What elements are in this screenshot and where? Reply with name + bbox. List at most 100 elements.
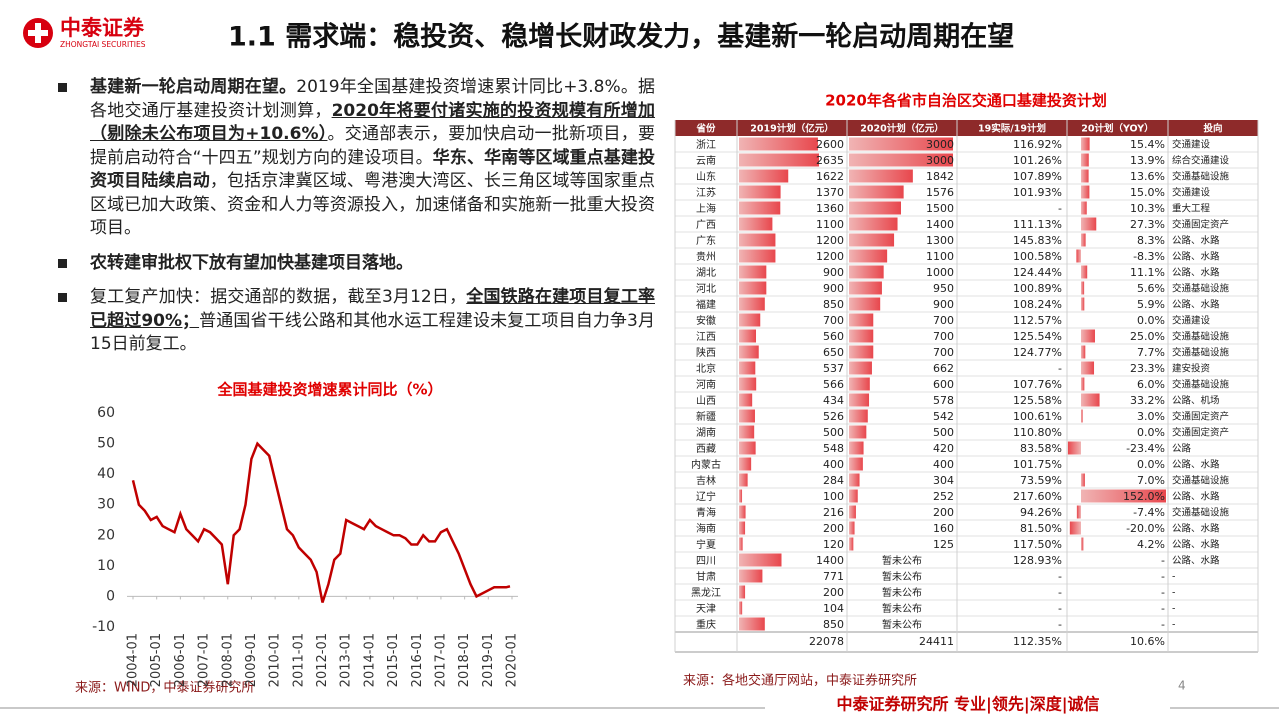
bar — [739, 601, 743, 615]
cell: 216 — [823, 506, 844, 519]
x-tick-label: 2006-01 — [173, 633, 188, 687]
bar — [739, 345, 759, 359]
cell: 交通固定资产 — [1172, 411, 1229, 423]
cell: 900 — [823, 266, 844, 279]
bar — [1081, 233, 1086, 247]
bar — [1081, 185, 1090, 199]
bar — [1081, 217, 1097, 231]
cell: 116.92% — [1013, 138, 1062, 151]
bar — [1081, 361, 1095, 375]
cell: 暂未公布 — [882, 603, 922, 615]
bar — [739, 201, 781, 215]
x-tick-label: 2009-01 — [244, 633, 259, 687]
bar — [849, 537, 854, 551]
bar — [849, 233, 895, 247]
cell: - — [1161, 554, 1165, 567]
header-cell: 19实际/19计划 — [978, 123, 1046, 135]
cell: 内蒙古 — [691, 458, 721, 471]
x-tick-label: 2010-01 — [268, 633, 283, 687]
table-header — [675, 120, 1258, 136]
header-cell: 投向 — [1203, 123, 1222, 135]
cell: 暂未公布 — [882, 571, 922, 583]
header-cell: 省份 — [695, 123, 716, 135]
bar — [1081, 297, 1085, 311]
bar — [849, 409, 868, 423]
cell: 暂未公布 — [882, 587, 922, 599]
cell: 100.61% — [1013, 410, 1062, 423]
cell: 1842 — [926, 170, 954, 183]
bar — [1081, 137, 1090, 151]
bar — [1076, 249, 1081, 263]
cell: 交通基础设施 — [1172, 331, 1230, 343]
logo-icon — [35, 23, 41, 43]
cell: 江苏 — [696, 186, 716, 199]
cell: 1000 — [926, 266, 954, 279]
cell: - — [1161, 586, 1165, 599]
bar — [849, 169, 913, 183]
cell: 13.9% — [1130, 154, 1165, 167]
cell: 新疆 — [696, 410, 716, 423]
cell: - — [1161, 618, 1165, 631]
bar — [1081, 265, 1088, 279]
cell: 0.0% — [1137, 426, 1165, 439]
bullet-text: ，包括京津冀区域、粤港澳大湾区、长三角区域等国家重点区域已加大政策、资金和人力等… — [90, 171, 655, 238]
cell: 160 — [933, 522, 954, 535]
cell: 11.1% — [1130, 266, 1165, 279]
x-tick-label: 2019-01 — [481, 633, 496, 687]
bar — [849, 137, 953, 151]
cell: - — [1172, 588, 1175, 599]
bar — [849, 297, 881, 311]
cell: - — [1058, 586, 1062, 599]
cell: 600 — [933, 378, 954, 391]
cell: - — [1058, 362, 1062, 375]
bar — [1067, 441, 1081, 455]
cell: 吉林 — [696, 474, 716, 487]
bar — [739, 137, 818, 151]
cell: 850 — [823, 618, 844, 631]
cell: 公路、水路 — [1172, 267, 1220, 279]
cell: 650 — [823, 346, 844, 359]
x-tick-label: 2008-01 — [220, 633, 235, 687]
bar — [849, 473, 860, 487]
cell: 400 — [933, 458, 954, 471]
cell: 6.0% — [1137, 378, 1165, 391]
cell: 1200 — [816, 250, 844, 263]
cell: 天津 — [696, 603, 716, 615]
cell: 2600 — [816, 138, 844, 151]
logo-text: ZHONGTAI SECURITIES — [60, 40, 146, 49]
y-tick-label: 0 — [106, 588, 115, 604]
bullet-list: 基建新一轮启动周期在望。2019年全国基建投资增速累计同比+3.8%。据各地交通… — [58, 76, 655, 368]
bar — [739, 473, 748, 487]
cell: 3.0% — [1137, 410, 1165, 423]
cell: 1100 — [816, 218, 844, 231]
bar — [739, 569, 763, 583]
cell: 7.7% — [1137, 346, 1165, 359]
cell: 500 — [823, 426, 844, 439]
cell: 海南 — [696, 522, 716, 535]
bar — [739, 249, 776, 263]
bar — [849, 217, 898, 231]
cell: 125.54% — [1013, 330, 1062, 343]
y-tick-label: 30 — [97, 497, 115, 513]
cell: 3000 — [926, 138, 954, 151]
cell: 浙江 — [696, 139, 716, 151]
cell: 500 — [933, 426, 954, 439]
cell: 700 — [823, 314, 844, 327]
bar — [849, 249, 888, 263]
cell: 100.89% — [1013, 282, 1062, 295]
cell: 117.50% — [1013, 538, 1062, 551]
cell: 152.0% — [1123, 490, 1165, 503]
bar — [739, 329, 757, 343]
cell: 420 — [933, 442, 954, 455]
cell: 公路、机场 — [1172, 395, 1220, 407]
cell: 252 — [933, 490, 954, 503]
cell: 0.0% — [1137, 458, 1165, 471]
cell: 公路、水路 — [1172, 235, 1220, 247]
cell: 25.0% — [1130, 330, 1165, 343]
cell: 暂未公布 — [882, 619, 922, 631]
bullet-text: 农转建审批权下放有望加快基建项目落地。 — [90, 252, 413, 273]
bar — [1081, 489, 1166, 503]
bullet-text: 普通国省干线公路和其他水运工程建设未复工项目自力争3月15日前复工。 — [90, 310, 655, 355]
bar — [739, 153, 819, 167]
